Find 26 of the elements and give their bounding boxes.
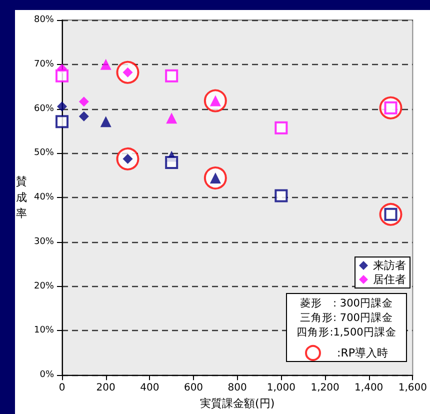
legend-label: 来訪者: [373, 259, 406, 272]
annotation: 四角形:1,500円課金: [296, 326, 396, 338]
y-tick-label: 40%: [34, 192, 54, 203]
y-tick-label: 30%: [34, 236, 54, 247]
x-tick-label: 400: [140, 382, 160, 394]
x-tick-label: 0: [58, 382, 66, 394]
x-tick-label: 800: [228, 382, 247, 394]
y-tick-label: 70%: [34, 59, 54, 70]
x-tick-label: 1,000: [266, 382, 296, 394]
x-tick-label: 1,200: [310, 382, 340, 394]
y-tick-label: 0%: [40, 370, 54, 380]
x-tick-label: 1,600: [398, 382, 428, 394]
y-tick-label: 80%: [34, 15, 54, 25]
annotation: 三角形: 700円課金: [300, 311, 393, 324]
x-tick-label: 200: [96, 382, 116, 394]
y-tick-label: 20%: [34, 281, 54, 292]
y-tick-label: 60%: [34, 104, 54, 114]
y-axis-title: 賛成率: [16, 175, 27, 220]
y-tick-label: 10%: [34, 326, 54, 336]
x-tick-label: 600: [184, 382, 204, 394]
legend-label: 居住者: [373, 273, 406, 286]
annotation: 菱形 : 300円課金: [300, 296, 393, 310]
legend-label: :RP導入時: [337, 346, 388, 360]
x-axis-title: 実質課金額(円): [200, 397, 275, 410]
x-tick-label: 1,400: [354, 382, 384, 394]
y-tick-label: 50%: [34, 148, 54, 158]
